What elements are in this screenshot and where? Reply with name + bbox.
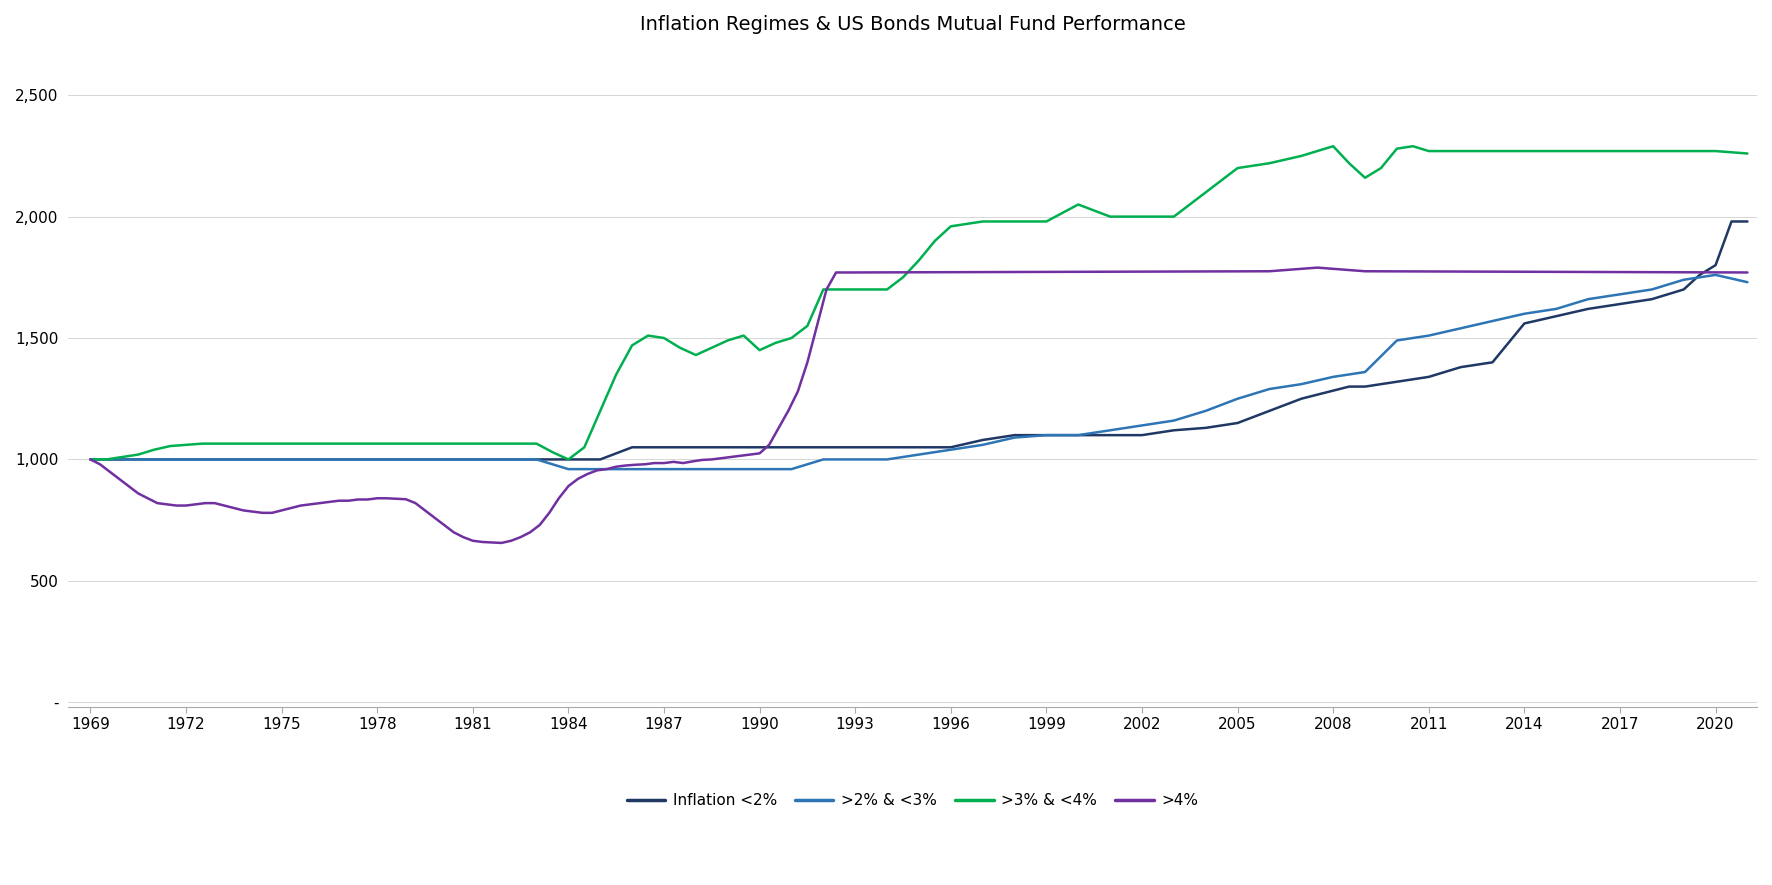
>3% & <4%	[1737, 148, 1758, 158]
>3% & <4%	[558, 454, 579, 465]
Inflation <2%	[399, 454, 420, 465]
>2% & <3%	[558, 464, 579, 474]
>2% & <3%	[1162, 415, 1184, 426]
>2% & <3%	[1354, 366, 1375, 377]
Inflation <2%	[1737, 216, 1758, 227]
Inflation <2%	[750, 442, 771, 452]
Line: Inflation <2%: Inflation <2%	[90, 221, 1747, 459]
>3% & <4%	[781, 333, 803, 343]
Line: >3% & <4%: >3% & <4%	[90, 146, 1747, 459]
>4%	[404, 498, 425, 509]
>3% & <4%	[1290, 150, 1311, 161]
>4%	[252, 507, 273, 518]
>2% & <3%	[80, 454, 101, 465]
Inflation <2%	[80, 454, 101, 465]
>3% & <4%	[80, 454, 101, 465]
>2% & <3%	[1005, 432, 1026, 442]
>3% & <4%	[941, 221, 962, 232]
Inflation <2%	[1258, 405, 1279, 416]
Inflation <2%	[1721, 216, 1742, 227]
>4%	[1737, 267, 1758, 278]
Line: >4%: >4%	[90, 267, 1747, 543]
Inflation <2%	[1037, 430, 1058, 441]
>3% & <4%	[1322, 141, 1343, 151]
>4%	[835, 267, 856, 278]
>4%	[491, 537, 512, 548]
>2% & <3%	[112, 454, 133, 465]
Inflation <2%	[1099, 430, 1120, 441]
>2% & <3%	[1705, 270, 1726, 281]
>2% & <3%	[1737, 277, 1758, 288]
>4%	[80, 454, 101, 465]
>2% & <3%	[1099, 425, 1120, 435]
>3% & <4%	[112, 451, 133, 462]
Legend: Inflation <2%, >2% & <3%, >3% & <4%, >4%: Inflation <2%, >2% & <3%, >3% & <4%, >4%	[620, 788, 1205, 814]
Line: >2% & <3%: >2% & <3%	[90, 275, 1747, 469]
Inflation <2%	[1131, 430, 1152, 441]
>4%	[519, 527, 540, 537]
>3% & <4%	[1641, 146, 1662, 157]
Title: Inflation Regimes & US Bonds Mutual Fund Performance: Inflation Regimes & US Bonds Mutual Fund…	[640, 15, 1185, 34]
>4%	[1306, 262, 1327, 273]
>2% & <3%	[686, 464, 707, 474]
>4%	[184, 499, 206, 510]
>4%	[167, 500, 188, 511]
